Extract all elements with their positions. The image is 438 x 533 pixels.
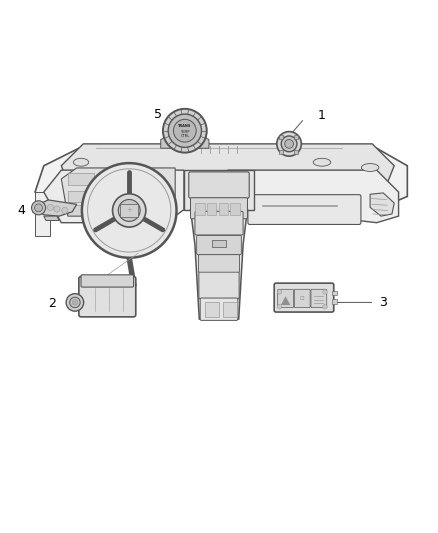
FancyBboxPatch shape <box>248 195 361 224</box>
Circle shape <box>70 297 80 308</box>
FancyBboxPatch shape <box>195 211 243 235</box>
Circle shape <box>54 206 60 212</box>
Bar <box>207 203 216 215</box>
Circle shape <box>277 132 301 156</box>
Polygon shape <box>184 170 254 209</box>
Bar <box>68 205 92 215</box>
FancyBboxPatch shape <box>294 289 310 308</box>
Text: +: + <box>126 207 132 213</box>
Circle shape <box>32 201 46 215</box>
Text: 5: 5 <box>154 108 162 121</box>
Bar <box>332 300 337 304</box>
Text: 1: 1 <box>318 109 326 122</box>
Circle shape <box>285 140 293 148</box>
FancyBboxPatch shape <box>199 271 239 299</box>
Circle shape <box>113 194 146 227</box>
Bar <box>223 302 237 317</box>
Circle shape <box>173 119 196 142</box>
Polygon shape <box>35 192 50 236</box>
Bar <box>294 150 298 154</box>
Bar <box>205 302 219 317</box>
Polygon shape <box>212 240 226 247</box>
FancyBboxPatch shape <box>198 255 240 272</box>
FancyBboxPatch shape <box>191 198 247 219</box>
Bar <box>195 203 205 215</box>
Polygon shape <box>44 170 184 223</box>
Text: 4: 4 <box>17 204 25 217</box>
Ellipse shape <box>313 158 331 166</box>
FancyBboxPatch shape <box>311 289 327 308</box>
Polygon shape <box>228 170 399 223</box>
Polygon shape <box>161 136 209 148</box>
Bar <box>120 204 138 217</box>
Text: TEMP: TEMP <box>180 130 190 134</box>
Text: CTRL: CTRL <box>180 134 189 138</box>
Polygon shape <box>191 209 247 319</box>
FancyBboxPatch shape <box>274 283 334 312</box>
FancyBboxPatch shape <box>197 236 241 255</box>
Text: 2: 2 <box>48 297 56 310</box>
Circle shape <box>277 304 282 309</box>
Circle shape <box>323 304 327 309</box>
Circle shape <box>281 136 297 152</box>
Polygon shape <box>44 216 59 221</box>
Polygon shape <box>35 148 407 209</box>
Text: ⊡: ⊡ <box>300 296 304 301</box>
Bar <box>279 135 283 139</box>
Bar <box>68 173 94 185</box>
Circle shape <box>277 290 282 294</box>
Bar <box>332 290 337 295</box>
FancyBboxPatch shape <box>79 277 136 317</box>
FancyBboxPatch shape <box>278 289 293 308</box>
Bar <box>230 203 240 215</box>
Text: TRANS: TRANS <box>178 124 191 128</box>
Circle shape <box>66 294 84 311</box>
Circle shape <box>47 204 53 211</box>
Circle shape <box>82 163 177 258</box>
Circle shape <box>62 207 68 214</box>
Circle shape <box>323 290 327 294</box>
Polygon shape <box>61 168 175 216</box>
Polygon shape <box>370 193 394 216</box>
Circle shape <box>163 109 207 152</box>
Ellipse shape <box>73 158 88 166</box>
Circle shape <box>72 300 78 305</box>
Polygon shape <box>61 144 394 209</box>
FancyBboxPatch shape <box>81 275 134 287</box>
Circle shape <box>35 204 42 212</box>
Bar <box>219 203 228 215</box>
Polygon shape <box>281 296 290 305</box>
Polygon shape <box>36 200 77 216</box>
Circle shape <box>168 114 201 147</box>
FancyBboxPatch shape <box>200 298 238 320</box>
Ellipse shape <box>361 164 379 172</box>
Circle shape <box>118 199 140 221</box>
Text: 3: 3 <box>379 296 387 309</box>
Bar <box>294 135 298 139</box>
Bar <box>68 191 90 201</box>
Bar <box>279 150 283 154</box>
FancyBboxPatch shape <box>189 172 249 198</box>
